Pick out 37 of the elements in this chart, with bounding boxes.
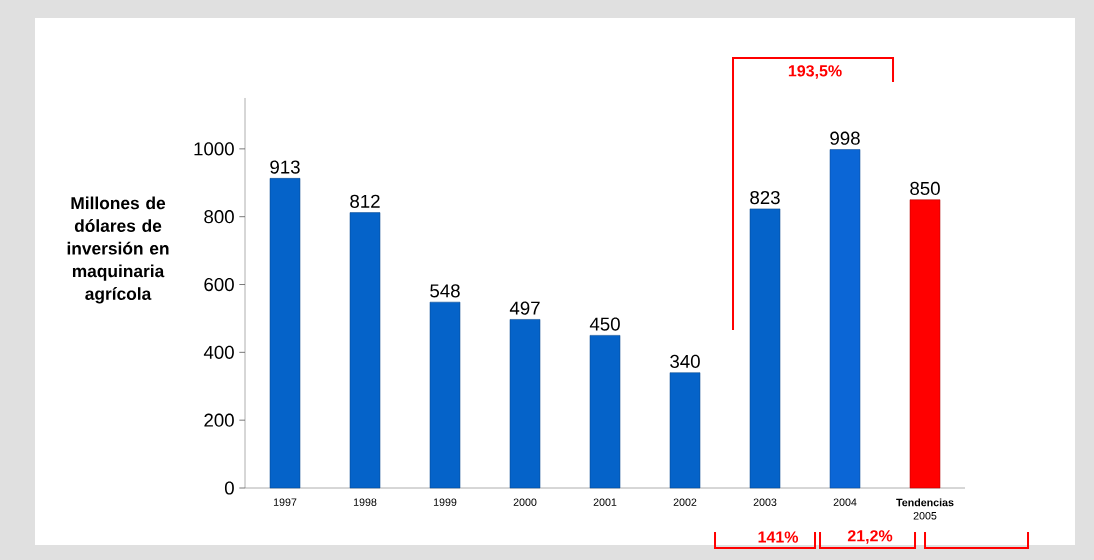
x-tick-label: 1998 [353, 498, 377, 506]
x-tick-label: 2000 [513, 498, 537, 506]
x-tick-label: 2002 [673, 498, 697, 506]
x-tick-label: 2004 [833, 498, 857, 506]
data-label: 823 [750, 190, 780, 205]
data-label: 850 [910, 181, 940, 196]
y-tick-label: 1000 [194, 142, 234, 156]
y-tick-label: 400 [203, 345, 234, 359]
text: 21,2% [847, 530, 893, 544]
data-label: 548 [430, 284, 460, 298]
text: 193,5% [788, 65, 842, 79]
y-axis-title: Millones de dólares de inversión en maquinaria agrícola [67, 196, 169, 304]
data-label: 450 [589, 317, 620, 331]
y-tick-label: 0 [224, 481, 234, 495]
bar [429, 301, 461, 489]
y-tick-label: 200 [204, 413, 234, 427]
text: 141% [758, 531, 799, 543]
x-tick-label: 2001 [593, 498, 617, 506]
x-tick-label: 1997 [273, 498, 297, 506]
x-tick-label: 1999 [433, 498, 457, 506]
bar [269, 178, 301, 489]
y-tick-label: 800 [204, 210, 234, 224]
data-label: 913 [270, 160, 300, 174]
data-label: 340 [670, 354, 700, 368]
data-label: 998 [830, 131, 860, 145]
x-tick-label: 2003 [753, 498, 777, 506]
bar [829, 149, 861, 489]
y-tick-label: 600 [204, 277, 234, 292]
bar [749, 208, 781, 489]
data-label: 812 [350, 194, 380, 208]
bar [669, 372, 701, 489]
x-tick-label: Tendencias 2005 [896, 498, 954, 520]
bar [909, 199, 941, 489]
bar [349, 212, 381, 489]
bar [589, 335, 621, 489]
data-label: 497 [509, 301, 540, 315]
bar [509, 319, 541, 489]
